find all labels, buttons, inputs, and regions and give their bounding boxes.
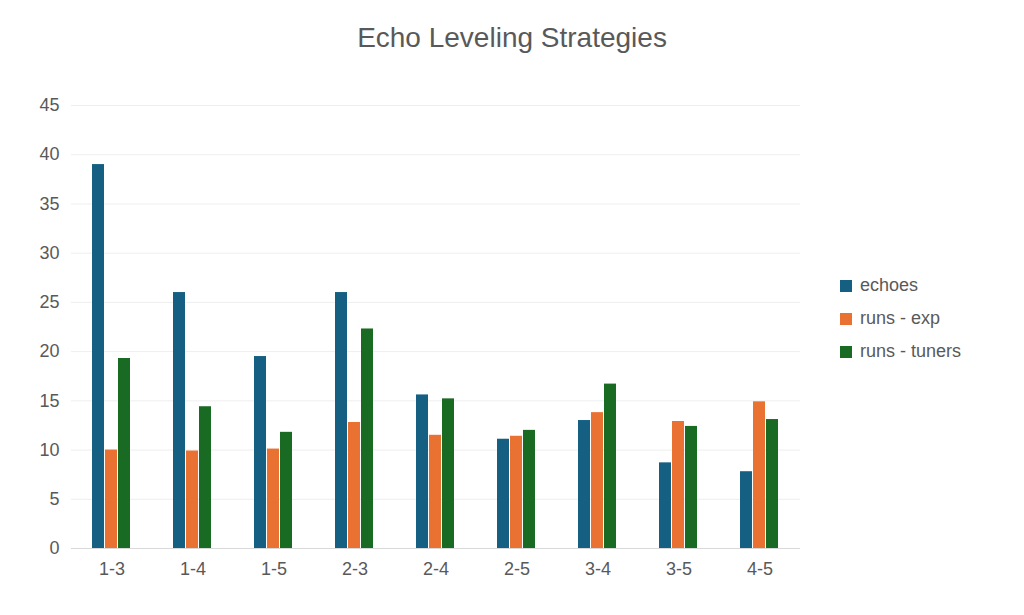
svg-text:45: 45 — [39, 95, 59, 115]
svg-text:40: 40 — [39, 144, 59, 164]
html-text:runs - tuners: runs - tuners — [860, 341, 961, 361]
svg-text:10: 10 — [39, 440, 59, 460]
svg-text:2-4: 2-4 — [423, 559, 449, 579]
svg-text:35: 35 — [39, 194, 59, 214]
html-text:runs - exp: runs - exp — [860, 308, 940, 328]
svg-text:2-5: 2-5 — [504, 559, 530, 579]
svg-text:1-3: 1-3 — [99, 559, 125, 579]
svg-text:30: 30 — [39, 243, 59, 263]
svg-text:0: 0 — [49, 538, 59, 558]
svg-text:1-4: 1-4 — [180, 559, 206, 579]
svg-text:2-3: 2-3 — [342, 559, 368, 579]
svg-text:4-5: 4-5 — [747, 559, 773, 579]
svg-text:15: 15 — [39, 391, 59, 411]
svg-text:1-5: 1-5 — [261, 559, 287, 579]
svg-text:5: 5 — [49, 489, 59, 509]
svg-text:20: 20 — [39, 341, 59, 361]
svg-text:3-4: 3-4 — [585, 559, 611, 579]
svg-text:25: 25 — [39, 292, 59, 312]
svg-text:3-5: 3-5 — [666, 559, 692, 579]
html-text:Echo Leveling Strategies: Echo Leveling Strategies — [357, 22, 667, 53]
html-text:echoes: echoes — [860, 275, 918, 295]
